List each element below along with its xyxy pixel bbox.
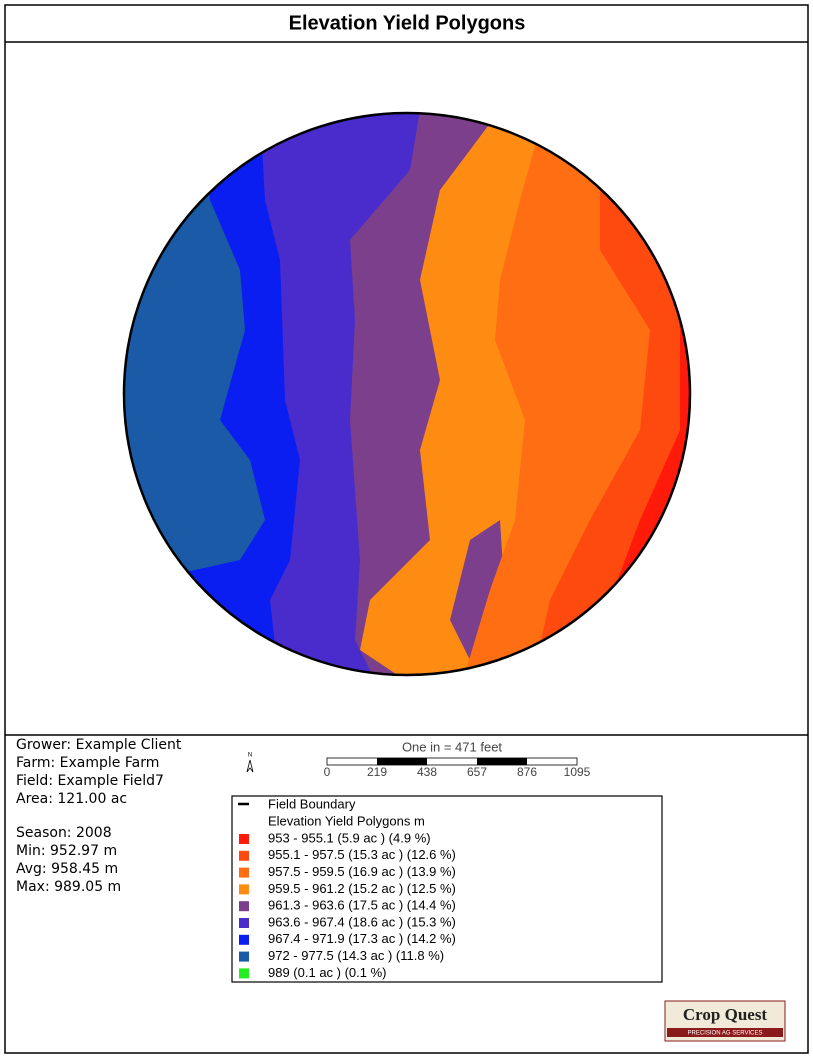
- legend: 953 - 955.1 (5.9 ac ) (4.9 %) 955.1 - 957…: [239, 830, 456, 980]
- legend-label: 955.1 - 957.5 (15.3 ac ) (12.6 %): [268, 847, 456, 862]
- info-line: Season: 2008: [16, 825, 112, 841]
- legend-label: 963.6 - 967.4 (18.6 ac ) (15.3 %): [268, 914, 456, 929]
- north-arrow: [246, 759, 254, 773]
- info-line: Max: 989.05 m: [16, 879, 121, 895]
- legend-heading: Elevation Yield Polygons m: [268, 813, 425, 828]
- logo-tagline: PRECISION AG SERVICES: [688, 1031, 763, 1037]
- legend-label: 967.4 - 971.9 (17.3 ac ) (14.2 %): [268, 931, 456, 946]
- field-info: Grower: Example Client Farm: Example Farm…: [16, 737, 182, 895]
- field-boundary: [122, 111, 692, 677]
- scale-bar: 0 219 438 657 876 1095: [324, 757, 591, 779]
- scale-tick-label: 657: [467, 765, 487, 779]
- legend-box: [231, 795, 663, 983]
- info-line: Avg: 958.45 m: [16, 861, 118, 877]
- scale-tick-label: 0: [324, 765, 331, 779]
- legend-swatch: [239, 867, 249, 878]
- info-line: Min: 952.97 m: [16, 843, 117, 859]
- scale-segment: [477, 758, 527, 765]
- info-line: Area: 121.00 ac: [16, 791, 127, 807]
- logo-name: Crop Quest: [683, 1005, 768, 1024]
- legend-label: 989 (0.1 ac ) (0.1 %): [268, 965, 387, 980]
- scale-segment: [377, 758, 427, 765]
- legend-swatch: [239, 901, 249, 912]
- legend-swatch: [239, 884, 249, 895]
- info-line: Farm: Example Farm: [16, 755, 159, 771]
- legend-swatch: [239, 850, 249, 861]
- legend-swatch: [239, 918, 249, 928]
- legend-swatch: [239, 934, 249, 945]
- legend-swatch: [239, 968, 249, 979]
- legend-label: 972 - 977.5 (14.3 ac ) (11.8 %): [268, 948, 444, 963]
- info-line: Field: Example Field7: [16, 773, 164, 789]
- scale-tick-label: 219: [367, 765, 387, 779]
- north-label: N: [248, 753, 252, 759]
- legend-swatch: [239, 834, 249, 844]
- legend-swatch: [239, 951, 249, 962]
- info-line: Grower: Example Client: [16, 737, 182, 753]
- scale-tick-label: 876: [517, 765, 537, 779]
- scale-tick-label: 438: [417, 765, 437, 779]
- legend-label: 961.3 - 963.6 (17.5 ac ) (14.4 %): [268, 898, 456, 913]
- elevation-map: [124, 113, 690, 675]
- legend-label: 953 - 955.1 (5.9 ac ) (4.9 %): [268, 830, 431, 845]
- logo-band: [667, 1028, 783, 1037]
- scale-title: One in = 471 feet: [402, 739, 502, 754]
- legend-boundary: Field Boundary: [268, 796, 356, 811]
- scale-outline: [326, 757, 578, 766]
- legend-label: 957.5 - 959.5 (16.9 ac ) (13.9 %): [268, 864, 456, 879]
- scale-tick-label: 1095: [564, 765, 591, 779]
- legend-label: 959.5 - 961.2 (15.2 ac ) (12.5 %): [268, 881, 456, 896]
- title: Elevation Yield Polygons: [289, 12, 526, 34]
